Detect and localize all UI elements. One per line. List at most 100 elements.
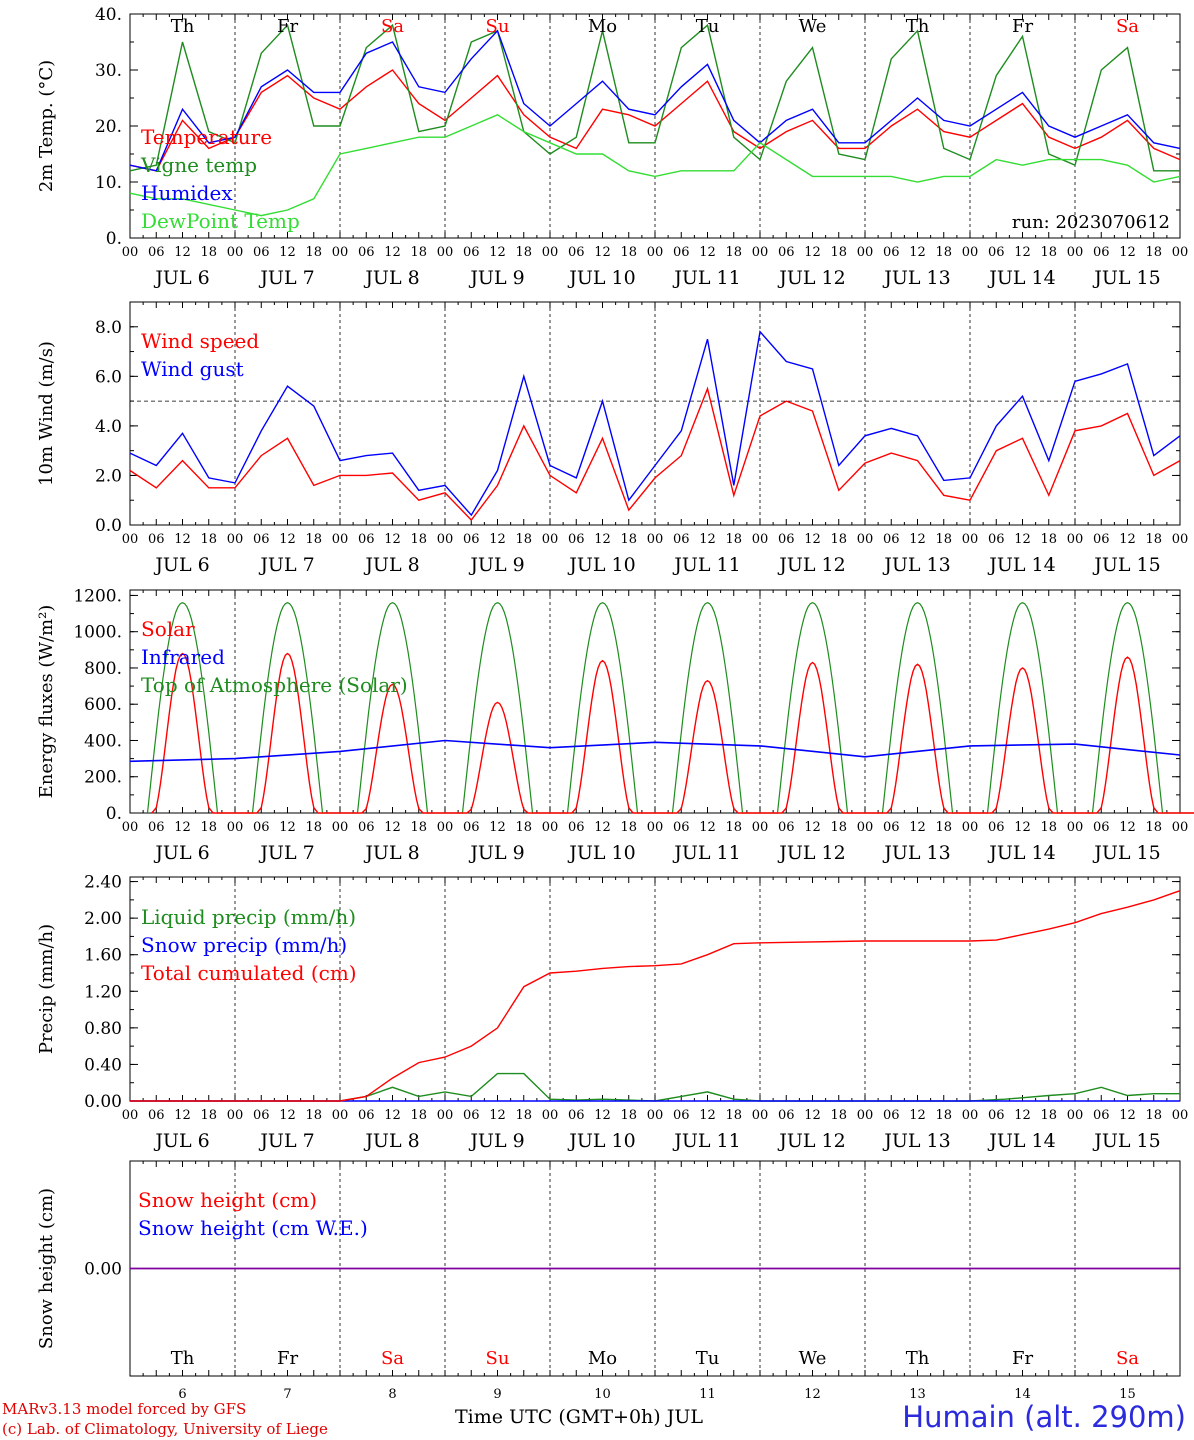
weekday-label: Sa [381, 1348, 404, 1369]
hour-tick-label: 06 [253, 820, 270, 835]
weekday-label: Sa [1116, 16, 1139, 37]
hour-tick-label: 00 [1172, 245, 1189, 260]
panel-frame [129, 589, 1181, 814]
hour-tick-label: 18 [200, 820, 217, 835]
panel-frame [129, 301, 1181, 526]
panel-1 [129, 13, 1181, 239]
legend-entry: Solar [141, 617, 195, 641]
hour-tick-label: 00 [647, 1108, 664, 1123]
series-wind-gust [129, 330, 1181, 517]
date-label: JUL 9 [468, 842, 524, 864]
series-wind-speed [129, 386, 1181, 522]
hour-tick-label: 18 [935, 820, 952, 835]
run-label: run: 2023070612 [1012, 212, 1170, 233]
hour-tick-label: 18 [620, 820, 637, 835]
hour-tick-label: 06 [463, 245, 480, 260]
hour-tick-label: 12 [909, 532, 926, 547]
hour-tick-label: 06 [253, 1108, 270, 1123]
hour-tick-label: 06 [253, 245, 270, 260]
hour-tick-label: 00 [752, 245, 769, 260]
date-label: JUL 11 [672, 267, 740, 289]
panel-3 [129, 589, 1194, 814]
date-label: JUL 14 [987, 1130, 1055, 1152]
hour-tick-label: 12 [489, 1108, 506, 1123]
hour-tick-label: 06 [568, 1108, 585, 1123]
date-label: JUL 12 [777, 267, 845, 289]
hour-tick-label: 18 [620, 1108, 637, 1123]
hour-tick-label: 06 [673, 1108, 690, 1123]
hour-tick-label: 12 [384, 820, 401, 835]
hour-tick-label: 00 [227, 532, 244, 547]
hour-tick-label: 06 [568, 245, 585, 260]
y-tick-label: 40. [95, 5, 122, 25]
hour-tick-label: 06 [358, 532, 375, 547]
hour-tick-label: 06 [673, 820, 690, 835]
hour-tick-label: 00 [647, 245, 664, 260]
hour-tick-label: 18 [1145, 1108, 1162, 1123]
weekday-label: We [799, 16, 827, 37]
hour-tick-label: 18 [515, 245, 532, 260]
hour-tick-label: 12 [279, 245, 296, 260]
y-axis-label: Snow height (cm) [36, 1188, 57, 1349]
date-label: JUL 15 [1092, 554, 1160, 576]
hour-tick-label: 00 [122, 532, 139, 547]
hour-tick-label: 12 [279, 820, 296, 835]
hour-tick-label: 00 [962, 532, 979, 547]
date-label: JUL 15 [1092, 267, 1160, 289]
hour-tick-label: 06 [988, 245, 1005, 260]
hour-tick-label: 00 [752, 820, 769, 835]
hour-tick-label: 12 [804, 1108, 821, 1123]
legend-entry: Temperature [141, 125, 272, 149]
y-tick-label: 6.0 [95, 367, 122, 387]
day-number-label: 15 [1119, 1387, 1136, 1402]
day-number-label: 12 [804, 1387, 821, 1402]
station-name: Humain (alt. 290m) [902, 1400, 1186, 1434]
hour-tick-label: 12 [699, 820, 716, 835]
date-label: JUL 10 [567, 267, 635, 289]
weekday-label: Su [486, 16, 510, 37]
hour-tick-label: 00 [542, 1108, 559, 1123]
hour-tick-label: 06 [778, 820, 795, 835]
date-label: JUL 14 [987, 267, 1055, 289]
date-label: JUL 7 [258, 554, 314, 576]
hour-tick-label: 00 [122, 1108, 139, 1123]
hour-tick-label: 06 [463, 1108, 480, 1123]
hour-tick-label: 12 [384, 532, 401, 547]
series-vigne-temp [129, 23, 1180, 172]
hour-tick-label: 00 [542, 245, 559, 260]
hour-tick-label: 06 [1093, 245, 1110, 260]
hour-tick-label: 00 [647, 820, 664, 835]
hour-tick-label: 00 [227, 1108, 244, 1123]
date-label: JUL 7 [258, 1130, 314, 1152]
hour-tick-label: 00 [437, 820, 454, 835]
y-tick-label: 2.0 [95, 466, 122, 486]
hour-tick-label: 18 [410, 532, 427, 547]
hour-tick-label: 18 [620, 532, 637, 547]
hour-tick-label: 06 [988, 820, 1005, 835]
hour-tick-label: 12 [384, 245, 401, 260]
date-label: JUL 13 [882, 1130, 950, 1152]
hour-tick-label: 00 [542, 532, 559, 547]
y-tick-label: 2.00 [84, 909, 122, 929]
hour-tick-label: 00 [962, 245, 979, 260]
date-label: JUL 9 [468, 1130, 524, 1152]
hour-tick-label: 06 [148, 532, 165, 547]
hour-tick-label: 12 [909, 1108, 926, 1123]
weekday-label: Sa [1116, 1348, 1139, 1369]
hour-tick-label: 18 [410, 1108, 427, 1123]
hour-tick-label: 18 [515, 532, 532, 547]
hour-tick-label: 06 [778, 245, 795, 260]
legend-entry: Snow height (cm W.E.) [138, 1216, 368, 1240]
x-axis-title: Time UTC (GMT+0h) JUL [455, 1406, 703, 1428]
hour-tick-label: 06 [358, 245, 375, 260]
hour-tick-label: 18 [305, 1108, 322, 1123]
hour-tick-label: 00 [1172, 820, 1189, 835]
hour-tick-label: 06 [1093, 820, 1110, 835]
hour-tick-label: 18 [1040, 532, 1057, 547]
hour-tick-label: 12 [174, 532, 191, 547]
series-total-cumulated-cm- [130, 890, 1181, 1102]
day-number-label: 7 [283, 1387, 291, 1402]
weekday-label: Mo [588, 1348, 617, 1369]
date-label: JUL 11 [672, 1130, 740, 1152]
